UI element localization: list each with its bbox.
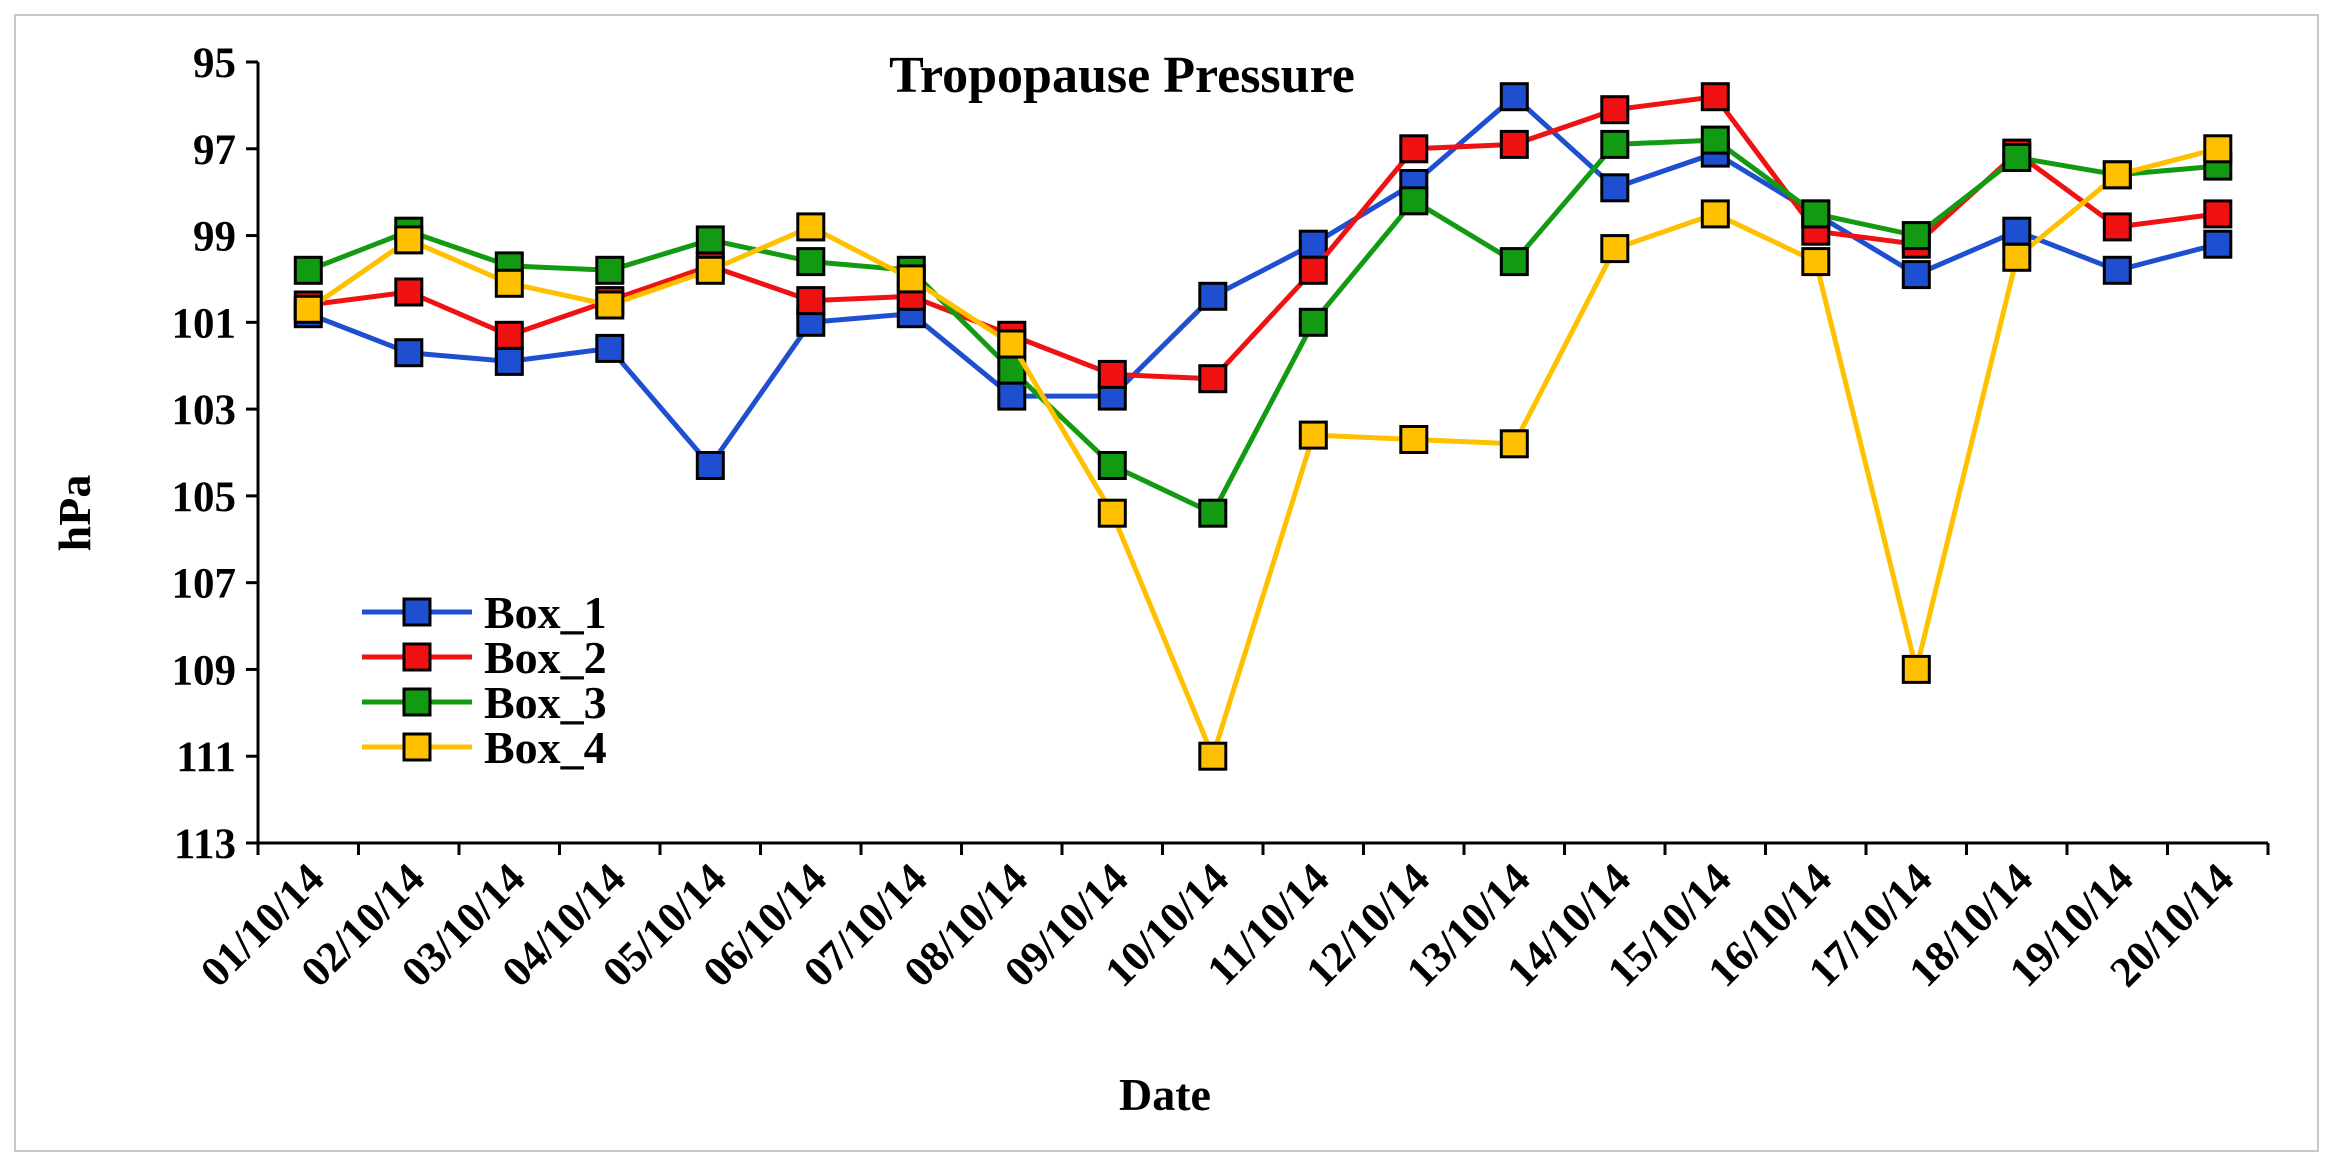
data-point — [2102, 212, 2132, 242]
data-point — [1600, 95, 1630, 125]
y-tick-label: 109 — [172, 647, 237, 694]
series-line — [306, 146, 2219, 759]
data-point — [1198, 498, 1228, 528]
data-point — [695, 255, 725, 285]
series-line — [307, 94, 2219, 468]
data-point — [494, 268, 524, 298]
data-point — [2002, 216, 2032, 246]
data-point — [796, 286, 826, 316]
data-point — [1399, 425, 1429, 454]
legend-marker — [402, 732, 432, 762]
series-box-2 — [293, 82, 2233, 394]
legend-entry: Box_2 — [362, 632, 607, 683]
data-point — [1901, 221, 1931, 251]
data-point — [1499, 82, 1529, 112]
data-point — [896, 264, 926, 294]
data-point — [1700, 199, 1730, 229]
data-point — [1499, 129, 1529, 159]
data-point — [1298, 307, 1328, 337]
legend-entry: Box_4 — [362, 722, 607, 773]
data-point — [1801, 199, 1831, 229]
data-point — [1097, 359, 1127, 389]
data-point — [494, 346, 524, 376]
series-line — [307, 94, 2219, 382]
data-point — [997, 329, 1027, 359]
data-point — [1600, 173, 1630, 203]
legend-label: Box_2 — [484, 632, 607, 683]
data-point — [1198, 741, 1228, 771]
data-point — [1298, 420, 1328, 450]
data-point — [2102, 255, 2132, 285]
data-point — [997, 381, 1027, 411]
data-point — [695, 225, 725, 255]
data-point — [1097, 498, 1127, 528]
legend-label: Box_3 — [484, 677, 607, 728]
legend-marker — [402, 687, 432, 717]
y-tick-label: 103 — [172, 387, 237, 434]
data-point — [1700, 82, 1730, 112]
data-point — [1600, 234, 1630, 264]
data-point — [394, 338, 424, 368]
x-axis-title: Date — [1119, 1069, 1211, 1120]
y-tick-label: 99 — [193, 214, 236, 261]
data-point — [1700, 125, 1730, 155]
chart-title: Tropopause Pressure — [889, 47, 1355, 104]
data-point — [1298, 229, 1328, 259]
data-point — [2203, 199, 2233, 229]
data-point — [2002, 242, 2032, 272]
y-tick-label: 113 — [174, 821, 236, 868]
data-point — [595, 290, 625, 320]
data-point — [1198, 281, 1228, 311]
data-point — [595, 255, 625, 285]
data-point — [2203, 134, 2233, 164]
y-axis-title: hPa — [49, 475, 100, 552]
data-point — [1901, 654, 1931, 684]
y-tick-label: 111 — [176, 734, 236, 781]
legend-entry: Box_3 — [362, 677, 607, 728]
data-point — [1399, 134, 1429, 164]
data-point — [494, 320, 524, 350]
series-line — [307, 137, 2219, 516]
data-point — [595, 333, 625, 363]
data-point — [1901, 260, 1931, 290]
y-tick-label: 105 — [172, 474, 237, 521]
data-point — [2102, 160, 2132, 190]
y-tick-label: 95 — [193, 40, 236, 87]
data-point — [394, 277, 424, 307]
data-point — [1499, 429, 1529, 459]
data-point — [1198, 364, 1228, 394]
data-point — [293, 255, 323, 285]
data-point — [695, 451, 725, 480]
legend-entry: Box_1 — [362, 587, 607, 638]
data-point — [1097, 451, 1127, 480]
series-lines — [293, 82, 2233, 771]
y-tick-label: 97 — [193, 127, 236, 174]
data-point — [796, 212, 826, 242]
legend-marker — [402, 642, 432, 672]
legend-marker — [402, 597, 432, 627]
data-point — [796, 247, 826, 277]
data-point — [1801, 247, 1831, 277]
y-tick-label: 101 — [172, 300, 237, 347]
legend-label: Box_1 — [484, 587, 607, 638]
data-point — [1499, 247, 1529, 277]
data-point — [293, 294, 323, 324]
data-point — [1298, 255, 1328, 285]
legend-label: Box_4 — [484, 722, 607, 773]
y-tick-label: 107 — [172, 561, 237, 608]
data-point — [2203, 229, 2233, 259]
data-point — [394, 225, 424, 255]
data-point — [2002, 143, 2032, 172]
data-point — [1399, 186, 1429, 216]
series-box-4 — [293, 134, 2233, 771]
data-point — [1600, 129, 1630, 159]
